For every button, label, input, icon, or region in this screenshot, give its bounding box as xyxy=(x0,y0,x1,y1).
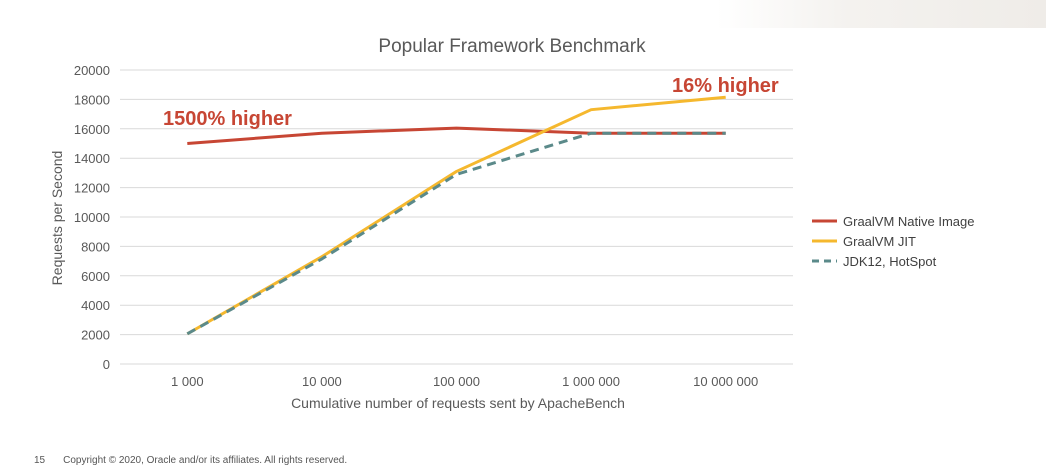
y-axis-ticks: 0 2000 4000 6000 8000 10000 12000 14000 16000 180… xyxy=(74,63,110,372)
series-line-0 xyxy=(187,126,726,145)
x-tick-label: 10 000 xyxy=(302,374,342,389)
y-tick-label: 20000 xyxy=(74,63,110,78)
x-axis-label: Cumulative number of requests sent by Ap… xyxy=(291,395,625,411)
annotation-native-image: 1500% higher xyxy=(163,108,292,130)
page-number: 15 xyxy=(34,455,46,466)
y-tick-label: 2000 xyxy=(81,328,110,343)
footer: 15 Copyright © 2020, Oracle and/or its a… xyxy=(34,455,347,466)
x-tick-label: 100 000 xyxy=(433,374,480,389)
y-tick-label: 14000 xyxy=(74,151,110,166)
x-tick-label: 10 000 000 xyxy=(693,374,758,389)
copyright-text: Copyright © 2020, Oracle and/or its affi… xyxy=(63,455,348,466)
y-axis-label: Requests per Second xyxy=(49,151,65,286)
line-chart: Popular Framework Benchmark 0 2000 4000 600… xyxy=(49,36,975,411)
y-tick-label: 10000 xyxy=(74,210,110,225)
series-line-1 xyxy=(186,95,726,336)
series-lines xyxy=(186,95,726,336)
y-tick-label: 0 xyxy=(103,357,110,372)
series-line-2 xyxy=(186,131,726,336)
x-tick-label: 1 000 xyxy=(171,374,204,389)
annotation-jit: 16% higher xyxy=(672,75,779,97)
x-tick-label: 1 000 000 xyxy=(562,374,620,389)
y-tick-label: 4000 xyxy=(81,298,110,313)
legend-label: GraalVM JIT xyxy=(843,234,916,249)
legend-label: GraalVM Native Image xyxy=(843,214,975,229)
decorative-header-pattern xyxy=(716,0,1046,28)
gridlines xyxy=(120,69,793,365)
y-tick-label: 6000 xyxy=(81,269,110,284)
x-axis-ticks: 1 000 10 000 100 000 1 000 000 10 000 000 xyxy=(171,374,758,389)
y-tick-label: 12000 xyxy=(74,181,110,196)
y-tick-label: 18000 xyxy=(74,92,110,107)
legend-label: JDK12, HotSpot xyxy=(843,254,937,269)
y-tick-label: 16000 xyxy=(74,122,110,137)
chart-title: Popular Framework Benchmark xyxy=(378,36,646,57)
y-tick-label: 8000 xyxy=(81,239,110,254)
legend: GraalVM Native Image GraalVM JIT JDK12, Ho… xyxy=(812,214,975,269)
